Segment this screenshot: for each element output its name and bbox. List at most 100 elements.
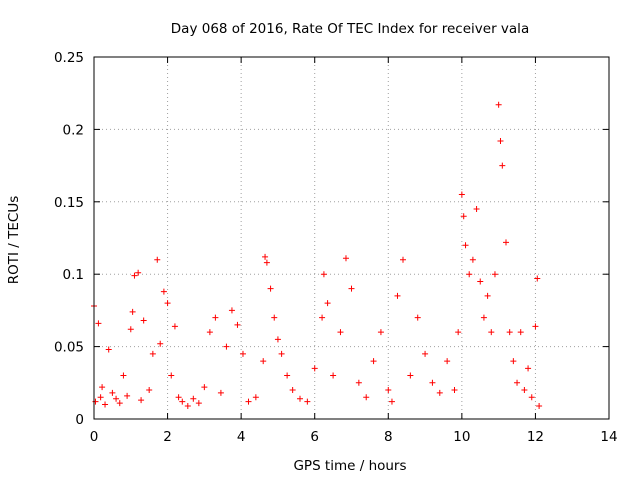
data-point <box>274 336 281 343</box>
data-point <box>436 389 443 396</box>
data-point <box>124 392 131 399</box>
data-point <box>488 329 495 336</box>
x-tick-label: 6 <box>310 429 319 445</box>
data-point <box>109 389 116 396</box>
data-point <box>477 278 484 285</box>
data-point <box>394 292 401 299</box>
data-point <box>342 255 349 262</box>
data-point <box>140 317 147 324</box>
data-point <box>260 358 267 365</box>
data-point <box>289 387 296 394</box>
scatter-points <box>91 101 543 409</box>
data-point <box>455 329 462 336</box>
data-point <box>97 394 104 401</box>
data-point <box>138 397 145 404</box>
x-axis-label: GPS time / hours <box>293 458 406 474</box>
axis-ticks <box>93 56 610 420</box>
data-point <box>385 387 392 394</box>
y-tick-label: 0.25 <box>54 50 84 66</box>
data-point <box>297 395 303 402</box>
data-point <box>160 288 167 295</box>
data-point <box>480 314 487 321</box>
data-point <box>175 394 182 401</box>
data-point <box>212 314 219 321</box>
data-point <box>451 387 458 394</box>
data-point <box>92 398 99 405</box>
data-point <box>521 387 528 394</box>
x-tick-label: 0 <box>90 429 99 445</box>
data-point <box>171 323 178 330</box>
data-point <box>506 329 513 336</box>
data-point <box>105 346 112 353</box>
data-point <box>510 358 517 365</box>
data-point <box>320 271 327 278</box>
data-point <box>337 329 344 336</box>
data-point <box>355 379 362 386</box>
data-point <box>532 323 539 330</box>
data-point <box>497 137 504 144</box>
data-point <box>146 387 153 394</box>
data-point <box>444 358 451 365</box>
data-point <box>462 242 469 249</box>
data-point <box>157 340 164 347</box>
data-point <box>429 379 436 386</box>
data-point <box>304 398 311 405</box>
data-point <box>491 271 498 278</box>
data-point <box>149 350 156 357</box>
y-tick-label: 0.15 <box>54 195 84 211</box>
data-point <box>330 372 337 379</box>
y-tick-label: 0.05 <box>54 340 84 356</box>
data-point <box>271 314 278 321</box>
data-point <box>154 256 161 263</box>
x-tick-label: 12 <box>527 429 544 445</box>
grid-lines <box>94 57 609 419</box>
data-point <box>363 394 370 401</box>
data-point <box>469 256 476 263</box>
data-point <box>528 394 535 401</box>
data-point <box>179 398 186 405</box>
data-point <box>195 400 202 407</box>
y-axis-label: ROTI / TECUs <box>6 196 22 284</box>
chart-title: Day 068 of 2016, Rate Of TEC Index for r… <box>171 21 529 37</box>
data-point <box>102 401 109 408</box>
data-point <box>324 300 331 307</box>
data-point <box>466 271 473 278</box>
data-point <box>99 384 106 391</box>
data-point <box>223 343 230 350</box>
x-tick-label: 8 <box>384 429 393 445</box>
data-point <box>414 314 421 321</box>
data-point <box>252 394 259 401</box>
data-point <box>400 256 406 263</box>
x-tick-label: 2 <box>163 429 172 445</box>
data-point <box>131 272 138 279</box>
x-tick-labels: 0 2 4 6 8 10 12 14 <box>90 429 618 445</box>
data-point <box>499 162 506 169</box>
data-point <box>536 402 543 409</box>
data-point <box>135 269 142 276</box>
data-point <box>460 213 467 220</box>
data-point <box>168 372 175 379</box>
data-point <box>116 400 123 407</box>
y-tick-label: 0.2 <box>63 122 84 138</box>
data-point <box>263 259 270 266</box>
data-point <box>534 275 541 282</box>
data-point <box>473 206 480 213</box>
plot-background <box>94 57 609 419</box>
x-tick-label: 4 <box>237 429 246 445</box>
data-point <box>184 402 191 409</box>
data-point <box>239 350 246 357</box>
plot-frame <box>93 56 610 420</box>
data-point <box>484 292 491 299</box>
data-point <box>311 365 318 372</box>
data-point <box>370 358 377 365</box>
data-point <box>517 329 524 336</box>
y-tick-labels: 0 0.05 0.1 0.15 0.2 0.25 <box>54 50 84 428</box>
data-point <box>228 307 235 314</box>
data-point <box>319 314 326 321</box>
data-point <box>407 372 414 379</box>
x-tick-label: 10 <box>453 429 470 445</box>
data-point <box>190 395 197 402</box>
data-point <box>95 320 102 327</box>
data-point <box>503 239 509 246</box>
